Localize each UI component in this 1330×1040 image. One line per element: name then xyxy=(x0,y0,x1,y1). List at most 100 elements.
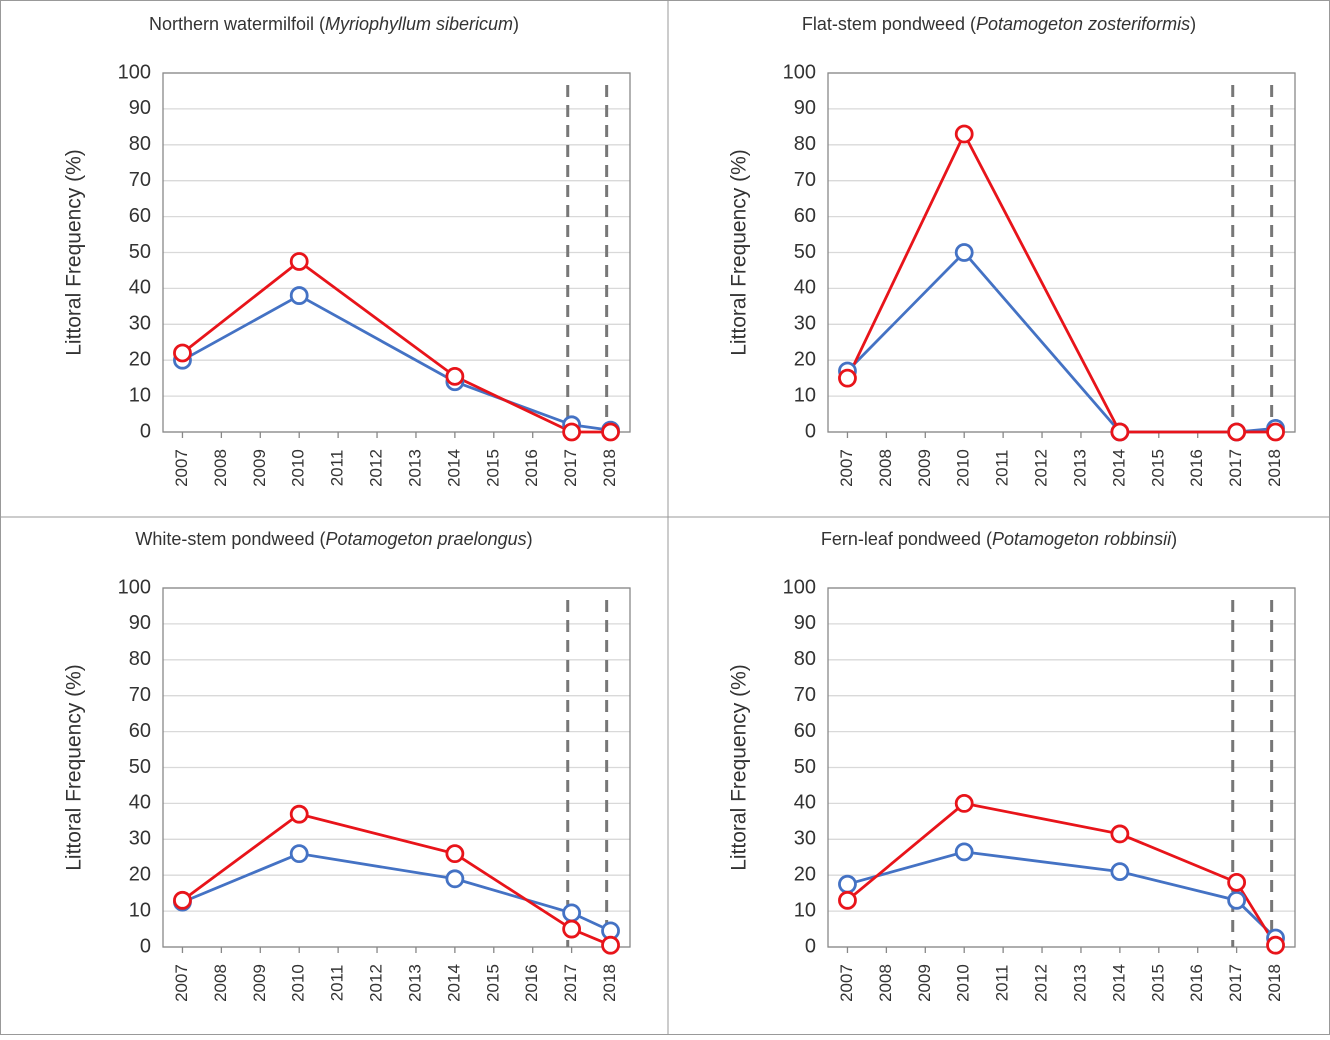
data-point xyxy=(289,286,309,305)
y-tick-label: 0 xyxy=(805,420,816,442)
data-point xyxy=(1266,422,1285,442)
data-point xyxy=(838,874,857,894)
data-point xyxy=(445,869,465,889)
data-point xyxy=(445,366,465,386)
panel: Northern watermilfoil (Myriophyllum sibe… xyxy=(63,14,631,487)
x-tick-label: 2007 xyxy=(837,964,856,1002)
x-tick-label: 2016 xyxy=(1187,964,1206,1002)
y-tick-label: 90 xyxy=(129,97,151,119)
x-tick-label: 2007 xyxy=(172,449,191,487)
y-tick-label: 80 xyxy=(794,648,816,670)
y-axis-label: Littoral Frequency (%) xyxy=(728,664,751,871)
y-tick-label: 100 xyxy=(118,61,151,83)
y-tick-label: 100 xyxy=(783,576,816,598)
y-tick-label: 30 xyxy=(129,828,151,850)
y-tick-label: 80 xyxy=(129,133,151,155)
data-point xyxy=(954,124,974,144)
x-tick-label: 2009 xyxy=(250,449,269,487)
x-tick-label: 2009 xyxy=(250,964,269,1002)
plot-border xyxy=(162,587,631,948)
x-tick-label: 2013 xyxy=(1070,964,1089,1002)
y-tick-label: 60 xyxy=(129,205,151,227)
plot-border xyxy=(162,72,631,433)
data-point xyxy=(954,243,974,262)
data-point xyxy=(562,422,582,442)
data-point xyxy=(1227,422,1247,442)
y-tick-label: 40 xyxy=(794,277,816,299)
x-tick-label: 2015 xyxy=(1148,964,1167,1002)
x-tick-label: 2018 xyxy=(600,449,619,487)
x-tick-label: 2011 xyxy=(328,450,347,487)
y-tick-label: 100 xyxy=(118,576,151,598)
x-tick-label: 2014 xyxy=(444,964,463,1002)
data-point xyxy=(601,935,620,955)
series-line xyxy=(181,259,611,434)
data-point xyxy=(838,890,857,910)
y-tick-label: 50 xyxy=(794,756,816,778)
data-point xyxy=(173,890,192,910)
data-point xyxy=(1227,890,1247,910)
data-point xyxy=(1110,862,1130,882)
y-tick-label: 0 xyxy=(140,420,151,442)
data-point xyxy=(954,794,974,813)
y-tick-label: 40 xyxy=(794,792,816,814)
chart-title: Flat-stem pondweed (Potamogeton zosterif… xyxy=(802,14,1196,34)
data-point xyxy=(1266,935,1285,955)
y-tick-label: 20 xyxy=(129,348,151,370)
y-axis-label: Littoral Frequency (%) xyxy=(728,149,751,356)
plot-border xyxy=(827,72,1296,433)
y-tick-label: 90 xyxy=(129,612,151,634)
y-tick-label: 50 xyxy=(794,241,816,263)
series-line xyxy=(846,130,1276,434)
y-tick-label: 70 xyxy=(794,684,816,706)
y-tick-label: 90 xyxy=(794,612,816,634)
x-tick-label: 2015 xyxy=(483,964,502,1002)
y-tick-label: 40 xyxy=(129,792,151,814)
chart-title: White-stem pondweed (Potamogeton praelon… xyxy=(135,529,532,549)
data-point xyxy=(445,844,465,864)
x-tick-label: 2013 xyxy=(1070,449,1089,487)
x-tick-label: 2018 xyxy=(1265,449,1284,487)
data-point xyxy=(289,804,309,824)
data-point xyxy=(1110,422,1130,442)
chart-title: Fern-leaf pondweed (Potamogeton robbinsi… xyxy=(821,529,1177,549)
x-tick-label: 2014 xyxy=(1109,449,1128,487)
panel: Fern-leaf pondweed (Potamogeton robbinsi… xyxy=(728,529,1296,1002)
data-point xyxy=(289,844,309,864)
x-tick-label: 2011 xyxy=(993,965,1012,1002)
x-tick-label: 2015 xyxy=(1148,449,1167,487)
series-line xyxy=(181,812,612,947)
y-tick-label: 70 xyxy=(794,169,816,191)
y-tick-label: 60 xyxy=(129,720,151,742)
x-tick-label: 2011 xyxy=(328,965,347,1002)
y-axis-label: Littoral Frequency (%) xyxy=(63,149,86,356)
y-tick-label: 0 xyxy=(805,935,816,957)
x-tick-label: 2013 xyxy=(405,964,424,1002)
y-tick-label: 50 xyxy=(129,756,151,778)
y-tick-label: 70 xyxy=(129,684,151,706)
y-tick-label: 20 xyxy=(794,863,816,885)
y-tick-label: 40 xyxy=(129,277,151,299)
y-tick-label: 90 xyxy=(794,97,816,119)
y-tick-label: 20 xyxy=(794,348,816,370)
x-tick-label: 2010 xyxy=(289,449,308,487)
x-tick-label: 2008 xyxy=(876,449,895,487)
y-tick-label: 80 xyxy=(794,133,816,155)
y-tick-label: 70 xyxy=(129,169,151,191)
data-point xyxy=(1110,824,1130,844)
x-tick-label: 2007 xyxy=(172,964,191,1002)
y-tick-label: 10 xyxy=(129,384,151,406)
y-tick-label: 50 xyxy=(129,241,151,263)
data-point xyxy=(954,842,974,862)
x-tick-label: 2017 xyxy=(1226,964,1245,1002)
x-tick-label: 2017 xyxy=(561,964,580,1002)
y-tick-label: 30 xyxy=(794,828,816,850)
x-tick-label: 2012 xyxy=(367,449,386,487)
x-tick-label: 2013 xyxy=(405,449,424,487)
x-tick-label: 2007 xyxy=(837,449,856,487)
x-tick-label: 2010 xyxy=(954,964,973,1002)
data-point xyxy=(562,919,582,939)
x-tick-label: 2014 xyxy=(1109,964,1128,1002)
